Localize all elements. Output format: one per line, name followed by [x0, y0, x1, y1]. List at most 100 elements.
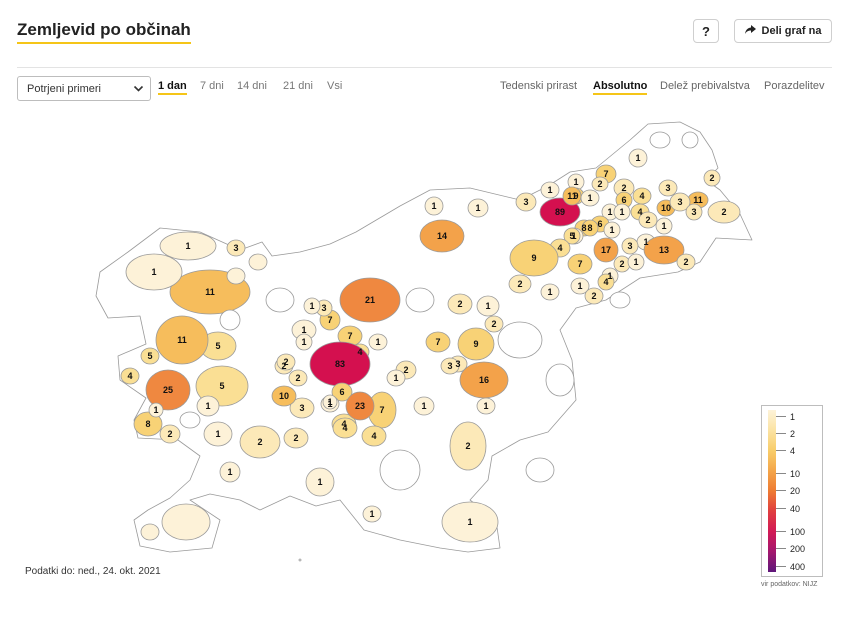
municipality-region[interactable]	[219, 461, 241, 483]
municipality-region[interactable]	[449, 421, 487, 471]
municipality-region[interactable]	[441, 501, 499, 543]
municipality-region[interactable]	[226, 267, 246, 285]
municipality-region[interactable]	[331, 382, 353, 402]
municipality-region-empty[interactable]	[609, 291, 631, 309]
municipality-region[interactable]	[570, 277, 590, 295]
municipality-region[interactable]	[591, 176, 609, 192]
municipality-region[interactable]	[203, 421, 233, 447]
municipality-region[interactable]	[703, 169, 721, 187]
municipality-region[interactable]	[140, 347, 160, 365]
municipality-region[interactable]	[283, 427, 309, 449]
municipality-region[interactable]	[484, 315, 504, 333]
municipality-region[interactable]	[476, 295, 500, 317]
municipality-region[interactable]	[540, 181, 560, 199]
municipality-region-empty[interactable]	[405, 287, 435, 313]
municipality-region[interactable]	[424, 196, 444, 216]
municipality-region[interactable]	[628, 148, 648, 168]
municipality-region[interactable]	[339, 277, 401, 323]
municipality-region[interactable]	[584, 287, 604, 305]
municipality-region[interactable]	[248, 253, 268, 271]
municipality-region[interactable]	[289, 397, 315, 419]
municipality-region[interactable]	[515, 192, 537, 212]
municipality-region[interactable]	[563, 227, 581, 245]
municipality-region[interactable]	[345, 391, 375, 421]
municipality-region-empty[interactable]	[379, 449, 421, 491]
municipality-region[interactable]	[467, 198, 489, 218]
municipality-region[interactable]	[676, 253, 696, 271]
range-7-days[interactable]: 7 dni	[200, 80, 224, 92]
municipality-region[interactable]	[707, 200, 741, 224]
municipality-region[interactable]	[440, 357, 460, 375]
municipality-region[interactable]	[332, 417, 358, 439]
municipality-region[interactable]	[419, 219, 465, 253]
municipality-region[interactable]	[508, 274, 532, 294]
range-all[interactable]: Vsi	[327, 80, 343, 92]
municipality-region-empty[interactable]	[545, 363, 575, 397]
municipality-region[interactable]	[643, 235, 685, 265]
help-button[interactable]: ?	[693, 19, 719, 43]
municipality-region[interactable]	[271, 385, 297, 407]
share-button[interactable]: Deli graf na	[734, 19, 832, 43]
municipality-region[interactable]	[621, 237, 639, 255]
municipality-region[interactable]	[562, 186, 582, 206]
municipality-region[interactable]	[597, 273, 615, 291]
municipality-region[interactable]	[159, 424, 181, 444]
municipality-region[interactable]	[148, 402, 164, 418]
municipality-region[interactable]	[322, 394, 338, 410]
municipality-region-empty[interactable]	[265, 287, 295, 313]
range-21-days[interactable]: 21 dni	[283, 80, 313, 92]
municipality-region[interactable]	[120, 367, 140, 385]
municipality-region[interactable]	[669, 192, 691, 212]
metric-distribution[interactable]: Porazdelitev	[764, 80, 825, 92]
municipality-region[interactable]	[196, 395, 220, 417]
municipality-region[interactable]	[540, 283, 560, 301]
municipality-region[interactable]	[685, 203, 703, 221]
municipality-region[interactable]	[226, 239, 246, 257]
municipality-region[interactable]	[295, 333, 313, 351]
municipality-region-empty[interactable]	[179, 411, 201, 429]
municipality-region[interactable]	[239, 425, 281, 459]
municipality-region[interactable]	[145, 369, 191, 411]
municipality-region[interactable]	[303, 297, 321, 315]
municipality-region[interactable]	[658, 179, 678, 197]
range-1-day[interactable]: 1 dan	[158, 80, 187, 95]
metric-weekly-growth[interactable]: Tedenski prirast	[500, 80, 578, 92]
municipality-region[interactable]	[161, 503, 211, 541]
municipality-region[interactable]	[509, 239, 559, 277]
municipality-region[interactable]	[447, 293, 473, 315]
municipality-region[interactable]	[288, 369, 308, 387]
metric-population-share[interactable]: Delež prebivalstva	[660, 80, 750, 92]
municipality-region[interactable]	[603, 221, 621, 239]
municipality-region[interactable]	[133, 411, 163, 437]
municipality-region[interactable]	[627, 253, 645, 271]
municipality-region[interactable]	[361, 425, 387, 447]
municipality-region[interactable]	[613, 203, 631, 221]
municipality-region[interactable]	[159, 231, 217, 261]
municipality-region[interactable]	[593, 237, 619, 263]
case-type-select[interactable]: Potrjeni primeri	[17, 76, 151, 101]
municipality-region[interactable]	[567, 253, 593, 275]
municipality-region-empty[interactable]	[681, 131, 699, 149]
municipality-region[interactable]	[425, 331, 451, 353]
municipality-region[interactable]	[155, 315, 209, 365]
municipality-region-empty[interactable]	[497, 321, 543, 359]
municipality-region-empty[interactable]	[649, 131, 671, 149]
municipality-region[interactable]	[276, 353, 296, 371]
municipality-region[interactable]	[305, 467, 335, 497]
municipality-region-empty[interactable]	[298, 558, 302, 562]
metric-absolute[interactable]: Absolutno	[593, 80, 648, 95]
municipality-region[interactable]	[655, 217, 673, 235]
municipality-region[interactable]	[638, 211, 658, 229]
municipality-region[interactable]	[125, 253, 183, 291]
municipality-region[interactable]	[140, 523, 160, 541]
municipality-region[interactable]	[457, 327, 495, 361]
municipality-region[interactable]	[368, 333, 388, 351]
municipality-region-empty[interactable]	[219, 309, 241, 331]
municipality-region[interactable]	[581, 219, 599, 237]
range-14-days[interactable]: 14 dni	[237, 80, 267, 92]
municipality-region[interactable]	[386, 369, 406, 387]
municipality-region[interactable]	[362, 505, 382, 523]
municipality-region-empty[interactable]	[525, 457, 555, 483]
municipality-region[interactable]	[476, 397, 496, 415]
